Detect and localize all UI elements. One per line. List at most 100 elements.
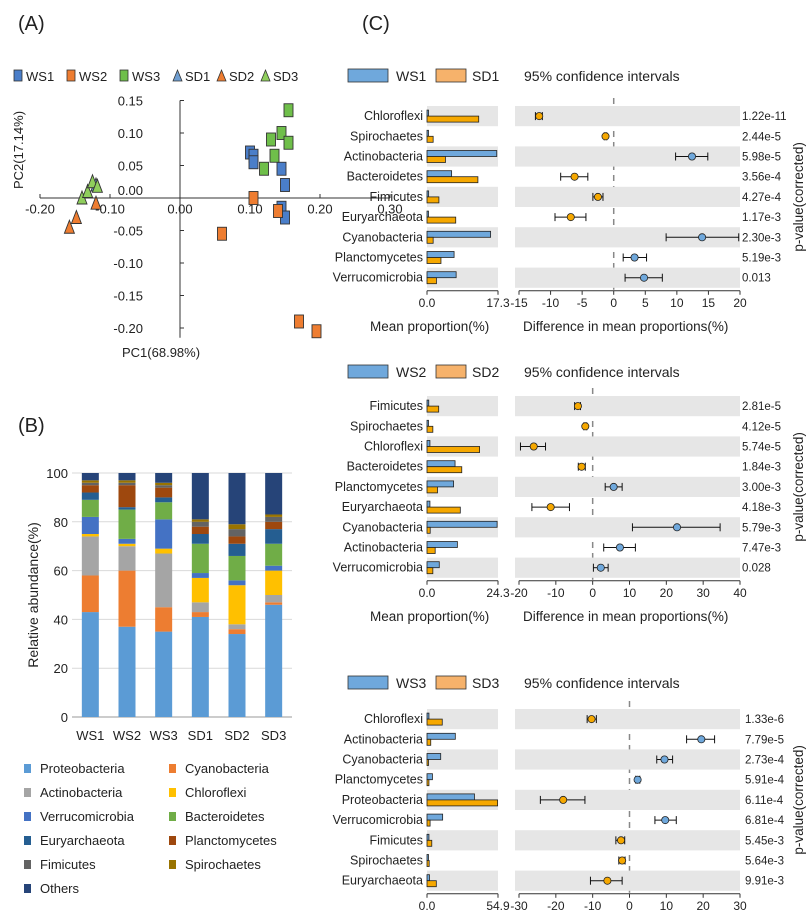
mean-axis-title: Mean proportion(%) (370, 609, 489, 624)
diff-x-tick-label: 20 (696, 899, 710, 913)
mean-bar-sd3 (426, 799, 499, 807)
category-label: Proteobacteria (342, 793, 423, 807)
data-point-ws2 (273, 204, 283, 218)
category-label: Verrucomicrobia (333, 813, 423, 827)
legend-label: Planctomycetes (185, 833, 277, 848)
diff-x-tick-label: 0 (626, 899, 633, 913)
category-label: Actinobacteria (344, 541, 423, 555)
row-band (515, 436, 740, 457)
stacked-bar-segment (155, 519, 173, 549)
p-value-axis-title: p-value(corrected) (791, 142, 806, 252)
y-tick-label: 0.00 (118, 183, 143, 198)
stacked-bar-segment (81, 480, 99, 483)
legend-label: Proteobacteria (40, 761, 125, 776)
stamp-ws3-sd3: WS3 SD3 95% confidence intervals Chloroflex… (333, 675, 806, 913)
row-band (427, 396, 498, 417)
mean-bar-ws3 (426, 813, 444, 821)
data-point-sd2 (63, 218, 76, 234)
difference-point (566, 213, 575, 222)
mean-bar-sd1 (426, 277, 437, 285)
p-value-label: 2.73e-4 (745, 755, 785, 767)
mean-bar-sd3 (426, 860, 430, 867)
row-band (515, 106, 740, 127)
p-value-label: 7.47e-3 (742, 543, 781, 555)
mean-x-tick-label: 17.3 (486, 296, 510, 310)
legend-label-sd1: SD1 (185, 69, 210, 84)
diff-x-tick-label: -10 (584, 899, 602, 913)
p-value-label: 1.17e-3 (742, 212, 781, 224)
difference-point (596, 563, 605, 572)
p-value-label: 5.19e-3 (742, 253, 781, 265)
mean-bar-ws3 (426, 712, 430, 720)
y-tick-label: 100 (46, 466, 68, 481)
x-tick-label: SD1 (188, 728, 213, 743)
p-value-axis-title: p-value(corrected) (791, 745, 806, 855)
x-tick-label: SD3 (261, 728, 286, 743)
stacked-bar-segment (191, 573, 209, 578)
x-tick-label: 0.00 (167, 202, 192, 217)
stacked-bar-segment (118, 570, 136, 627)
p-value-label: 5.79e-3 (742, 522, 781, 534)
x-tick-label: -0.20 (25, 202, 55, 217)
legend-swatch-sd1 (435, 68, 467, 83)
legend-swatch (24, 788, 31, 797)
category-label: Euryarchaeota (342, 210, 423, 224)
ci-label: 95% confidence intervals (524, 68, 680, 84)
p-value-label: 5.91e-4 (745, 775, 785, 787)
p-value-label: 6.11e-4 (745, 795, 784, 807)
category-label: Planctomycetes (335, 251, 423, 265)
p-value-label: 2.30e-3 (742, 232, 781, 244)
mean-bar-sd1 (426, 115, 480, 123)
diff-x-tick-label: 10 (660, 899, 674, 913)
mean-bar-ws3 (426, 833, 430, 841)
mean-bar-ws2 (426, 399, 430, 407)
p-value-label: 4.18e-3 (742, 502, 781, 514)
p-value-label: 2.81e-5 (742, 401, 781, 413)
legend-label: Cyanobacteria (185, 761, 270, 776)
p-value-label: 0.028 (742, 563, 771, 575)
y-tick-label: 0 (61, 710, 68, 725)
p-value-axis-title: p-value(corrected) (791, 432, 806, 542)
mean-bar-ws1 (426, 150, 498, 157)
stacked-bar-segment (81, 473, 99, 481)
x-tick-label: WS3 (150, 728, 178, 743)
category-label: Bacteroidetes (347, 460, 423, 474)
mean-bar-ws3 (426, 854, 429, 861)
data-point-ws3 (276, 126, 287, 140)
stacked-bar-segment (155, 502, 173, 520)
mean-bar-ws2 (426, 520, 498, 528)
stacked-bar-segment (155, 497, 173, 503)
x-tick-label: WS1 (76, 728, 104, 743)
stacked-bar-segment (118, 485, 136, 508)
mean-bar-ws1 (426, 210, 429, 218)
legend-swatch (24, 764, 31, 773)
x-tick-label: WS2 (113, 728, 141, 743)
legend-swatch-sd2 (435, 364, 467, 379)
mean-bar-sd1 (426, 257, 442, 264)
stacked-bar-segment (265, 595, 283, 603)
difference-point (529, 442, 538, 451)
difference-point (661, 816, 670, 825)
data-point-sd3 (91, 178, 104, 193)
stacked-bar-segment (228, 585, 246, 625)
difference-point (587, 715, 596, 724)
y-tick-label: 80 (54, 515, 68, 530)
difference-point (559, 795, 568, 804)
row-band (427, 557, 498, 578)
difference-point (698, 233, 707, 242)
stacked-bar-segment (155, 473, 173, 483)
difference-point (618, 856, 627, 865)
stacked-bar-segment (228, 473, 246, 525)
mean-bar-sd2 (426, 486, 438, 494)
mean-bar-ws3 (426, 732, 456, 740)
mean-bar-ws2 (426, 460, 456, 468)
legend-label: Others (40, 881, 80, 896)
category-label: Planctomycetes (335, 773, 423, 787)
category-label: Chloroflexi (364, 109, 423, 123)
row-band (427, 870, 498, 891)
category-label: Fimicutes (370, 399, 423, 413)
data-point-ws1 (248, 155, 259, 170)
legend-label: Chloroflexi (185, 785, 247, 800)
p-value-label: 3.00e-3 (742, 482, 781, 494)
